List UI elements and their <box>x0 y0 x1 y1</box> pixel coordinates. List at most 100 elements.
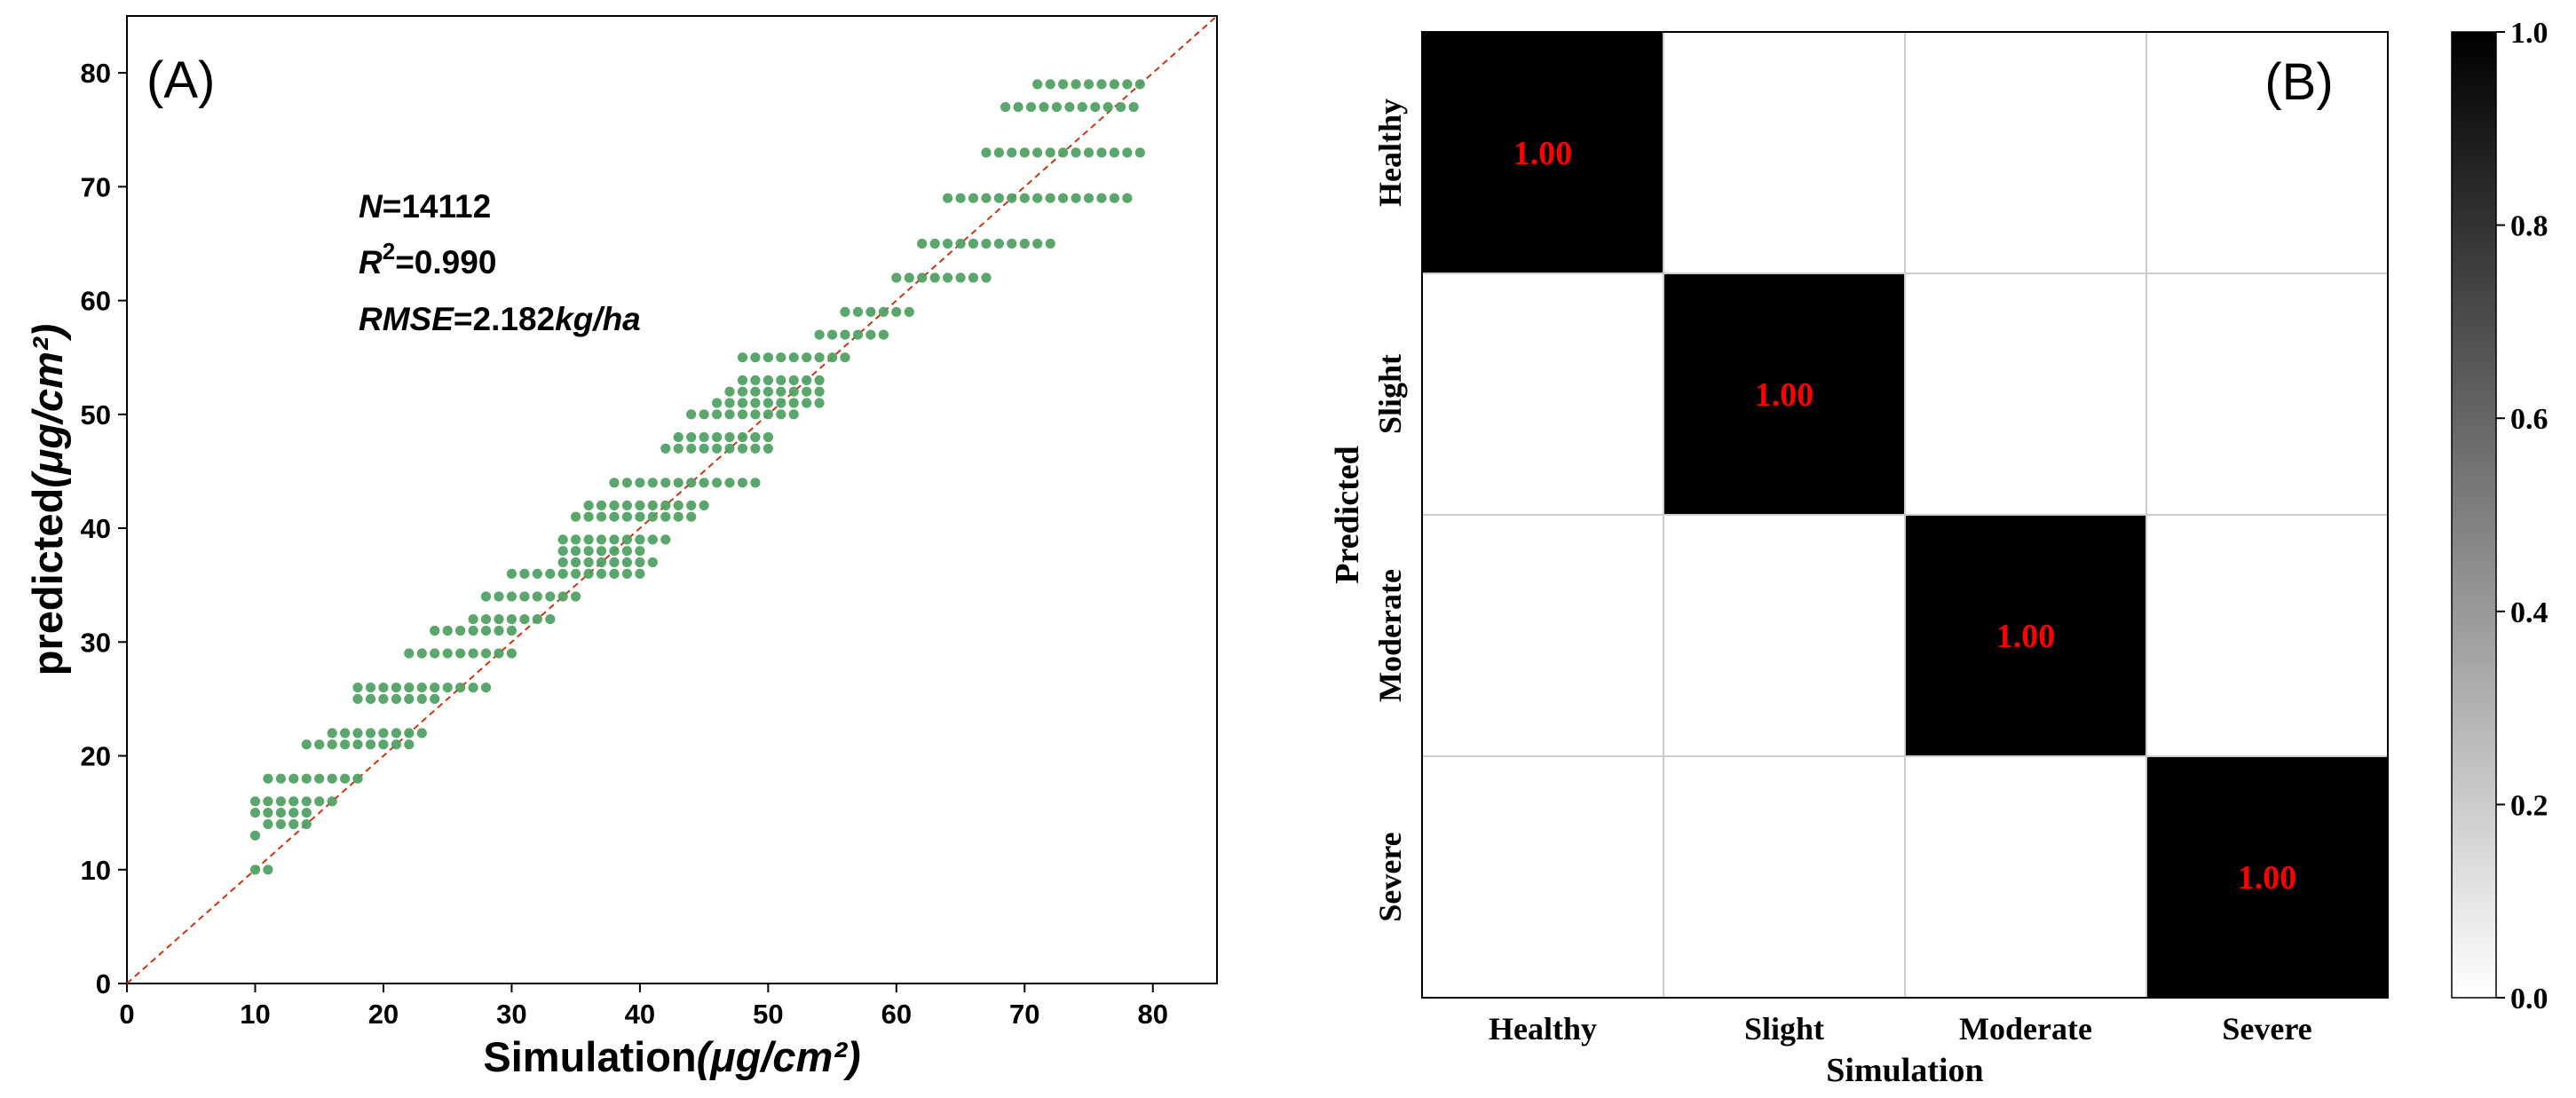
scatter-point <box>609 478 620 488</box>
heatmap-cell <box>1422 273 1663 515</box>
scatter-y-label: predicted(μg/cm²) <box>24 324 71 676</box>
scatter-point <box>1090 102 1101 113</box>
scatter-point <box>660 500 671 511</box>
scatter-point <box>929 273 940 283</box>
scatter-point <box>699 478 709 488</box>
scatter-point <box>802 386 812 397</box>
scatter-point <box>993 193 1004 203</box>
scatter-point <box>1019 238 1030 249</box>
scatter-point <box>557 557 568 568</box>
scatter-y-axis: 0 10 20 30 40 50 60 70 80 <box>81 58 127 999</box>
heatmap-cell <box>1422 515 1663 756</box>
scatter-point <box>750 409 761 420</box>
scatter-point <box>1083 79 1094 90</box>
scatter-point <box>673 431 684 443</box>
scatter-point <box>506 591 518 602</box>
scatter-point <box>391 683 401 693</box>
scatter-point <box>340 773 351 784</box>
scatter-point <box>724 478 735 488</box>
scatter-point <box>275 808 286 818</box>
scatter-point <box>1032 193 1043 203</box>
scatter-point <box>763 431 774 443</box>
scatter-point <box>301 796 312 807</box>
scatter-point <box>468 614 478 625</box>
scatter-point <box>571 534 581 545</box>
scatter-point <box>1096 193 1107 203</box>
scatter-point <box>609 568 620 580</box>
heatmap-cell <box>1905 756 2146 998</box>
scatter-point <box>1058 147 1069 158</box>
scatter-point <box>416 693 427 705</box>
scatter-point <box>506 614 518 625</box>
scatter-point <box>981 273 992 283</box>
scatter-point <box>788 352 799 363</box>
scatter-point <box>621 568 633 580</box>
heatmap-cell <box>1422 32 1663 273</box>
scatter-point <box>494 591 504 602</box>
scatter-point <box>275 796 286 807</box>
scatter-point <box>545 591 556 602</box>
scatter-point <box>673 500 684 511</box>
scatter-point <box>763 352 774 363</box>
scatter-point <box>763 398 774 408</box>
scatter-point <box>852 329 864 340</box>
scatter-point <box>288 796 299 807</box>
scatter-point <box>494 648 504 659</box>
heatmap-y-tick-label: Healthy <box>1372 99 1408 207</box>
scatter-point <box>1025 102 1037 113</box>
heatmap-cell-labels: 1.00 1.00 1.00 1.00 <box>1513 135 2297 897</box>
scatter-point <box>724 386 735 397</box>
scatter-point <box>609 534 620 545</box>
heatmap-x-tick-label: Moderate <box>1959 1011 2092 1047</box>
scatter-point <box>647 557 658 568</box>
scatter-point <box>609 546 620 557</box>
scatter-point <box>404 739 415 750</box>
scatter-point <box>968 193 979 203</box>
y-tick-label: 50 <box>81 399 111 431</box>
scatter-point <box>699 500 709 511</box>
scatter-point <box>314 796 325 807</box>
scatter-point <box>378 739 389 750</box>
scatter-point <box>788 375 799 385</box>
scatter-point <box>712 478 723 488</box>
scatter-point <box>596 557 607 568</box>
scatter-point <box>1077 102 1087 113</box>
scatter-point <box>391 739 401 750</box>
heatmap-value-label: 1.00 <box>1996 618 2056 655</box>
scatter-point <box>557 534 568 545</box>
scatter-point <box>712 431 723 443</box>
scatter-point <box>532 568 542 580</box>
scatter-point <box>378 683 389 693</box>
heatmap-cell <box>2146 515 2388 756</box>
scatter-point <box>647 478 658 488</box>
x-tick-label: 50 <box>753 999 783 1030</box>
heatmap-x-tick-label: Slight <box>1744 1011 1824 1047</box>
scatter-point <box>750 375 761 385</box>
scatter-point <box>519 591 530 602</box>
scatter-point <box>365 728 376 739</box>
scatter-point <box>1007 238 1017 249</box>
scatter-point <box>904 306 914 317</box>
scatter-point <box>596 546 607 557</box>
scatter-point <box>275 773 286 784</box>
scatter-point <box>480 591 492 602</box>
heatmap-cell <box>1422 756 1663 998</box>
colorbar-tick-label: 0.0 <box>2510 983 2548 1015</box>
scatter-point <box>840 306 850 317</box>
scatter-point <box>340 739 351 750</box>
scatter-point <box>571 557 581 568</box>
scatter-point <box>609 511 620 522</box>
x-tick-label: 70 <box>1009 999 1039 1030</box>
scatter-point <box>480 648 492 659</box>
scatter-point <box>1134 79 1145 90</box>
scatter-point <box>840 329 850 340</box>
panel-label-a: (A) <box>146 51 215 109</box>
scatter-point <box>1000 102 1011 113</box>
heatmap-cell <box>1905 273 2146 515</box>
scatter-point <box>635 500 645 511</box>
heatmap-x-label: Simulation <box>1826 1052 1983 1089</box>
scatter-point <box>583 500 594 511</box>
scatter-point <box>1013 102 1023 113</box>
scatter-point <box>416 683 427 693</box>
